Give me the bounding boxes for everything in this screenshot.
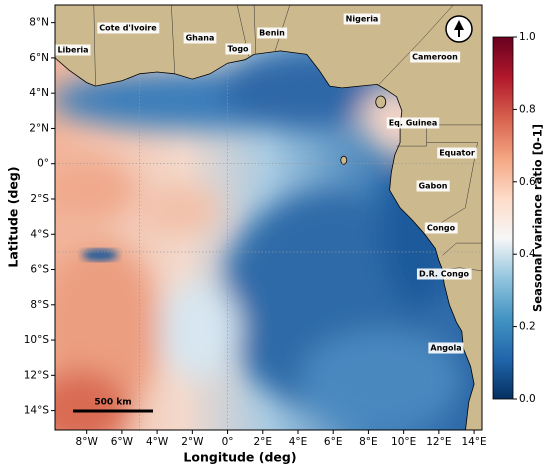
colorbar-tick-label: 0.8: [519, 103, 536, 115]
country-name: Angola: [430, 344, 461, 353]
country-label: Congo: [424, 222, 458, 234]
country-label: Cote d'Ivoire: [97, 22, 160, 34]
border: [426, 142, 478, 231]
border: [93, 5, 96, 87]
label-background: [343, 13, 381, 25]
border: [274, 5, 291, 51]
border: [442, 242, 482, 256]
y-tick-label: 4°N: [29, 87, 49, 99]
country-name: Ghana: [186, 34, 215, 43]
x-tick-label: 4°E: [289, 436, 308, 448]
y-tick-label: 4°S: [30, 228, 49, 240]
y-tick-label: 6°N: [29, 52, 49, 64]
border: [378, 5, 454, 85]
y-tick-label: 8°N: [29, 17, 49, 29]
border: [171, 5, 175, 74]
island: [375, 95, 387, 109]
y-tick-label: 6°S: [30, 264, 49, 276]
scale-bar-label: 500 km: [94, 398, 131, 408]
label-background: [416, 180, 450, 192]
colorbar-tick-label: 0.4: [519, 248, 536, 260]
label-background: [257, 27, 288, 39]
y-tick-label: 8°S: [30, 299, 49, 311]
label-background: [97, 22, 160, 34]
label-background: [410, 51, 461, 63]
country-label: Benin: [257, 27, 288, 39]
country-label: Nigeria: [343, 13, 381, 25]
x-tick-label: 14°E: [461, 436, 486, 448]
country-label: Cameroon: [410, 51, 461, 63]
country-label: Eq. Guinea: [386, 117, 440, 129]
country-name: Nigeria: [346, 15, 379, 24]
y-tick-label: 2°N: [29, 122, 49, 134]
x-tick-label: 4°W: [146, 436, 169, 448]
label-background: [225, 43, 252, 55]
colorbar-tick-label: 1.0: [519, 31, 536, 43]
country-label: Togo: [225, 43, 252, 55]
y-tick-label: 12°S: [24, 369, 50, 381]
country-name: Benin: [259, 29, 285, 38]
country-name: Togo: [227, 45, 249, 54]
y-tick-label: 2°S: [30, 193, 49, 205]
label-background: [424, 222, 458, 234]
map-area: [55, 5, 482, 430]
country-label: Angola: [428, 342, 464, 354]
label-background: [386, 117, 440, 129]
label-background: [437, 147, 477, 159]
label-background: [55, 44, 91, 56]
country-name: Gabon: [419, 182, 448, 191]
country-name: D.R. Congo: [419, 270, 470, 279]
country-label: Equator: [437, 147, 477, 159]
x-tick-label: 12°E: [426, 436, 451, 448]
country-label: Gabon: [416, 180, 450, 192]
y-tick-label: 10°S: [24, 334, 50, 346]
label-background: [428, 342, 464, 354]
country-label: Liberia: [55, 44, 91, 56]
country-name: Equator: [439, 149, 475, 158]
country-name: Liberia: [57, 46, 88, 55]
y-tick-label: 14°S: [24, 405, 50, 417]
plot-frame: [54, 4, 483, 431]
country-name: Congo: [427, 224, 456, 233]
x-tick-label: 10°E: [391, 436, 416, 448]
colorbar-tick-label: 0.2: [519, 321, 536, 333]
island: [340, 155, 348, 165]
border: [253, 5, 256, 55]
land: [55, 5, 482, 430]
colorbar-tick-label: 0.6: [519, 176, 536, 188]
x-tick-label: 8°W: [76, 436, 99, 448]
label-background: [416, 268, 472, 280]
sea-texture: [55, 50, 460, 430]
country-name: Cote d'Ivoire: [99, 24, 157, 33]
y-axis-label: Latitude (deg): [6, 166, 21, 267]
x-tick-label: 0°: [222, 436, 234, 448]
y-tick-label: 0°: [37, 158, 49, 170]
x-tick-label: 6°W: [111, 436, 134, 448]
colorbar-tick-label: 0.0: [519, 393, 536, 405]
country-name: Eq. Guinea: [389, 119, 438, 128]
x-axis-label: Longitude (deg): [183, 450, 296, 465]
country-label: D.R. Congo: [416, 268, 472, 280]
country-name: Cameroon: [412, 53, 458, 62]
x-tick-label: 2°E: [253, 436, 272, 448]
colorbar: [492, 36, 514, 400]
north-arrow: [445, 15, 473, 43]
x-tick-label: 6°E: [324, 436, 343, 448]
sea-feature: [82, 249, 118, 261]
country-label: Ghana: [183, 32, 217, 44]
x-tick-label: 8°E: [359, 436, 378, 448]
label-background: [183, 32, 217, 44]
colorbar-label: Seasonal variance ratio [0-1]: [531, 124, 545, 312]
x-tick-label: 2°W: [181, 436, 204, 448]
